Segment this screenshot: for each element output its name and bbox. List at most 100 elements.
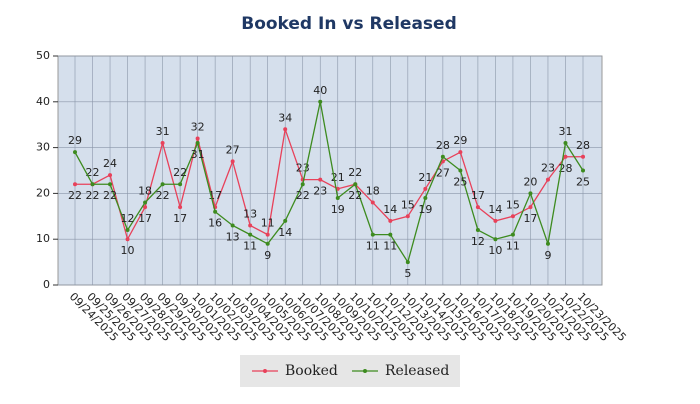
data-label: 18 (366, 185, 380, 198)
y-tick-label: 30 (36, 141, 50, 154)
data-label: 14 (383, 203, 397, 216)
data-label: 28 (576, 139, 590, 152)
y-tick-label: 20 (36, 186, 50, 199)
point (73, 182, 77, 187)
data-label: 17 (523, 212, 537, 225)
data-label: 22 (348, 166, 362, 179)
data-label: 11 (261, 217, 275, 230)
data-label: 9 (264, 249, 271, 262)
point (125, 237, 130, 242)
point (90, 182, 95, 187)
data-label: 5 (404, 267, 411, 280)
point (458, 150, 463, 155)
point (213, 209, 218, 214)
point (160, 141, 165, 146)
y-tick-label: 10 (36, 232, 50, 245)
data-label: 15 (401, 198, 415, 211)
data-label: 28 (436, 139, 450, 152)
data-label: 27 (226, 143, 240, 156)
data-label: 40 (313, 84, 327, 97)
point (108, 182, 113, 187)
data-label: 14 (488, 203, 502, 216)
legend-marker (363, 369, 367, 373)
point (528, 205, 533, 210)
point (545, 177, 550, 182)
legend-label: Booked (285, 363, 338, 379)
point (475, 228, 480, 233)
point (405, 260, 410, 265)
data-label: 17 (471, 189, 485, 202)
plot-area (57, 55, 603, 286)
point (370, 200, 375, 205)
point (528, 191, 533, 196)
point (230, 159, 235, 164)
data-label: 22 (86, 189, 100, 202)
point (493, 237, 498, 242)
point (423, 195, 428, 200)
point (581, 168, 585, 173)
point (178, 182, 183, 187)
point (230, 223, 235, 228)
point (388, 218, 393, 223)
data-label: 11 (366, 240, 380, 253)
point (160, 182, 165, 187)
point (388, 232, 393, 237)
point (458, 168, 463, 173)
data-label: 9 (544, 249, 551, 262)
point (143, 205, 148, 210)
point (581, 154, 585, 159)
point (353, 182, 358, 187)
data-label: 19 (418, 203, 432, 216)
data-label: 22 (68, 189, 82, 202)
point (265, 241, 270, 246)
data-label: 23 (313, 185, 327, 198)
point (178, 205, 183, 210)
point (318, 99, 323, 104)
point (440, 154, 445, 159)
y-tick-label: 40 (36, 95, 50, 108)
point (300, 182, 305, 187)
data-label: 31 (156, 125, 170, 138)
point (405, 214, 410, 219)
data-label: 24 (103, 157, 117, 170)
data-label: 13 (243, 207, 257, 220)
point (248, 232, 253, 237)
data-label: 17 (173, 212, 187, 225)
data-label: 23 (541, 162, 555, 175)
data-label: 11 (243, 240, 257, 253)
data-label: 27 (436, 166, 450, 179)
point (248, 223, 253, 228)
point (493, 218, 498, 223)
point (73, 150, 77, 155)
data-label: 22 (86, 166, 100, 179)
point (563, 141, 568, 146)
data-label: 29 (453, 134, 467, 147)
point (195, 141, 200, 146)
point (195, 136, 200, 141)
point (318, 177, 323, 182)
data-label: 22 (103, 189, 117, 202)
data-label: 25 (453, 176, 467, 189)
chart-title: Booked In vs Released (241, 14, 457, 34)
data-label: 10 (488, 244, 502, 257)
data-label: 15 (506, 198, 520, 211)
point (370, 232, 375, 237)
data-label: 17 (138, 212, 152, 225)
legend-marker (263, 369, 267, 373)
data-label: 32 (191, 120, 205, 133)
point (125, 228, 130, 233)
point (475, 205, 480, 210)
point (143, 200, 148, 205)
y-tick-label: 50 (36, 49, 50, 62)
point (563, 154, 568, 159)
data-label: 22 (348, 189, 362, 202)
data-label: 20 (523, 175, 537, 188)
data-label: 19 (331, 203, 345, 216)
data-label: 25 (576, 176, 590, 189)
point (283, 127, 288, 132)
point (510, 232, 515, 237)
data-label: 34 (278, 111, 292, 124)
point (108, 173, 113, 178)
data-label: 13 (226, 230, 240, 243)
data-label: 12 (121, 212, 135, 225)
